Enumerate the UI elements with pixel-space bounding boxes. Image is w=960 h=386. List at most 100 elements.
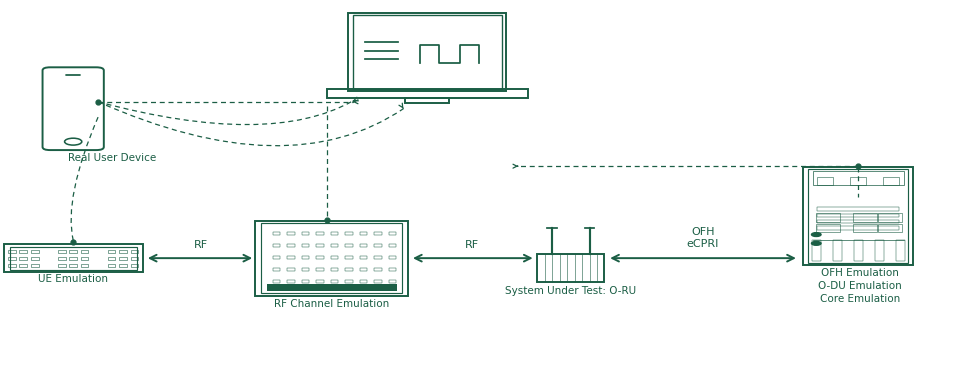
Bar (8, 250, 15, 253)
Bar (374, 280, 382, 283)
Bar (108, 250, 115, 253)
Bar (360, 232, 368, 235)
Bar (119, 257, 127, 260)
Bar (389, 244, 396, 247)
Bar (119, 250, 127, 253)
Bar (316, 244, 324, 247)
Text: OFH Emulation
O-DU Emulation
Core Emulation: OFH Emulation O-DU Emulation Core Emulat… (818, 269, 901, 304)
Bar (817, 226, 899, 230)
Bar (119, 264, 127, 267)
Bar (852, 213, 876, 222)
Bar (330, 232, 338, 235)
Bar (273, 232, 280, 235)
Bar (31, 257, 38, 260)
Bar (69, 257, 77, 260)
Bar (19, 257, 27, 260)
Bar (31, 264, 38, 267)
Bar (883, 177, 899, 185)
Bar (8, 257, 15, 260)
Bar (374, 268, 382, 271)
Bar (301, 232, 309, 235)
Bar (58, 257, 65, 260)
Bar (405, 98, 449, 103)
Bar (131, 250, 138, 253)
Bar (108, 257, 115, 260)
Bar (854, 240, 863, 261)
Bar (374, 256, 382, 259)
Text: UE Emulation: UE Emulation (38, 274, 108, 284)
Bar (301, 268, 309, 271)
Bar (58, 250, 65, 253)
Bar (81, 257, 88, 260)
Bar (345, 232, 352, 235)
Bar (851, 177, 866, 185)
Bar (31, 250, 38, 253)
Bar (876, 240, 884, 261)
Bar (330, 244, 338, 247)
Bar (8, 264, 15, 267)
Bar (348, 13, 506, 91)
Bar (812, 240, 821, 261)
Text: RF: RF (193, 240, 207, 250)
Bar (877, 224, 902, 232)
Bar (81, 250, 88, 253)
Bar (817, 220, 899, 223)
Bar (360, 280, 368, 283)
Circle shape (811, 241, 821, 245)
Bar (267, 284, 396, 291)
Bar (301, 256, 309, 259)
Bar (4, 244, 143, 272)
Bar (273, 268, 280, 271)
Bar (19, 250, 27, 253)
Bar (316, 256, 324, 259)
Bar (374, 244, 382, 247)
Bar (287, 268, 295, 271)
Bar (287, 256, 295, 259)
Bar (833, 240, 842, 261)
Bar (273, 244, 280, 247)
Bar (330, 256, 338, 259)
Bar (58, 264, 65, 267)
Bar (327, 90, 527, 98)
Bar (816, 224, 841, 232)
Bar (10, 247, 137, 270)
Bar (817, 207, 899, 211)
Bar (389, 232, 396, 235)
Bar (896, 240, 904, 261)
Bar (69, 264, 77, 267)
Bar (316, 268, 324, 271)
Bar (360, 268, 368, 271)
Bar (316, 280, 324, 283)
Bar (816, 213, 841, 222)
Bar (353, 15, 501, 90)
Bar (81, 264, 88, 267)
Bar (273, 280, 280, 283)
Bar (817, 177, 832, 185)
Text: OFH
eCPRI: OFH eCPRI (686, 227, 719, 249)
Bar (389, 256, 396, 259)
Bar (301, 244, 309, 247)
Bar (812, 171, 903, 185)
Bar (817, 213, 899, 217)
Circle shape (811, 233, 821, 237)
Bar (808, 169, 908, 263)
Bar (345, 256, 352, 259)
Bar (345, 280, 352, 283)
Bar (877, 213, 902, 222)
Bar (261, 223, 402, 293)
Bar (131, 257, 138, 260)
Bar (360, 256, 368, 259)
Bar (19, 264, 27, 267)
Bar (287, 232, 295, 235)
Bar (131, 264, 138, 267)
Bar (538, 254, 605, 282)
Bar (345, 244, 352, 247)
Bar (374, 232, 382, 235)
Bar (360, 244, 368, 247)
Text: Real User Device: Real User Device (68, 153, 156, 163)
Bar (287, 280, 295, 283)
Text: RF: RF (466, 240, 479, 250)
Text: RF Channel Emulation: RF Channel Emulation (274, 299, 389, 309)
Bar (345, 268, 352, 271)
Text: System Under Test: O-RU: System Under Test: O-RU (505, 286, 636, 296)
